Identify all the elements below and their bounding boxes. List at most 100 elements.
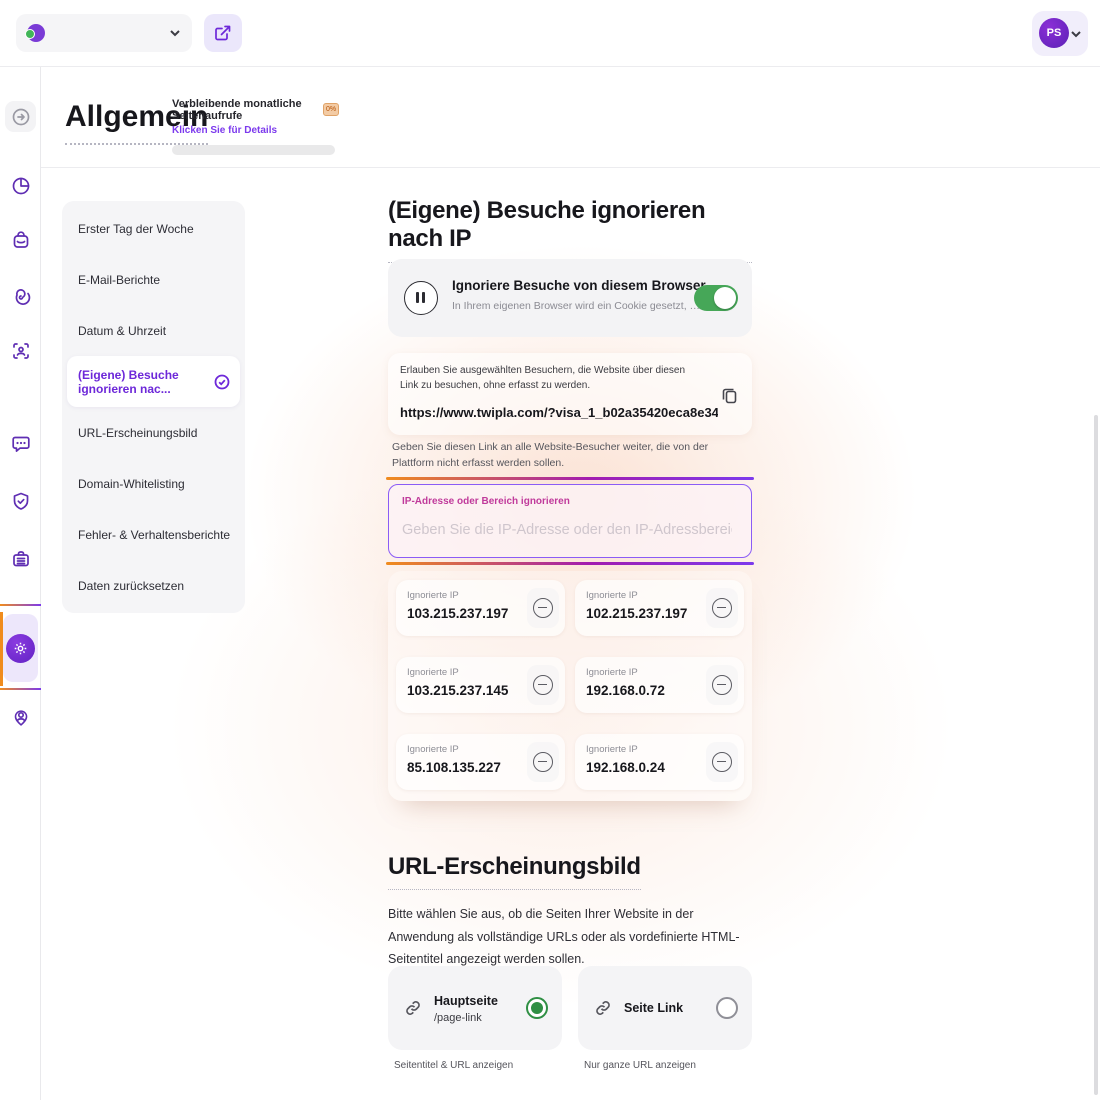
sidebar-item-label: URL-Erscheinungsbild [78,425,198,440]
spiral-icon[interactable] [5,280,36,311]
settings-content: (Eigene) Besuche ignorieren nach IP Igno… [386,67,754,1100]
ignored-ip-card: Ignorierte IP 103.215.237.197 [396,580,565,636]
remove-ip-button[interactable] [527,742,559,782]
pageviews-details-link[interactable]: Klicken Sie für Details [172,125,278,136]
sidebar-item-label: Daten zurücksetzen [78,578,185,593]
settings-nav: Erster Tag der Woche E-Mail-Berichte Dat… [62,201,245,613]
open-website-button[interactable] [204,14,242,52]
pause-icon [404,281,438,315]
sidebar-item-label: E-Mail-Berichte [78,272,161,287]
link-icon [596,1001,610,1015]
copy-icon [722,388,737,404]
bypass-link-card: Erlauben Sie ausgewählten Besuchern, die… [388,353,752,435]
pageviews-quota: Verbleibende monatliche Seitenaufrufe Kl… [172,98,347,155]
gradient-divider [386,562,754,565]
bypass-link-description: Erlauben Sie ausgewählten Besuchern, die… [400,365,685,391]
website-selector-dropdown[interactable] [16,14,192,52]
ignored-ip-label: Ignorierte IP [586,667,638,678]
avatar: PS [1039,18,1069,48]
copy-link-button[interactable] [716,381,744,409]
chevron-down-icon [170,30,180,37]
bypass-link-url: https://www.twipla.com/?visa_1_b02a35420… [400,405,718,420]
ignored-ip-label: Ignorierte IP [586,744,638,755]
launch-icon[interactable] [5,101,36,132]
account-menu[interactable]: PS [1032,11,1088,56]
sidebar-item[interactable]: (Eigene) Besuche ignorieren nac... [67,356,240,407]
ignored-ip-card: Ignorierte IP 103.215.237.145 [396,657,565,713]
sidebar-item[interactable]: Domain-Whitelisting [62,458,245,509]
ignore-browser-description: In Ihrem eigenen Browser wird ein Cookie… [452,300,702,312]
sidebar-item[interactable]: URL-Erscheinungsbild [62,407,245,458]
url-option-page-link: Seite Link Nur ganze URL anzeigen [578,966,752,1071]
minus-circle-icon [712,598,732,618]
top-bar: PS [0,0,1100,67]
ip-input-label: IP-Adresse oder Bereich ignorieren [402,496,570,507]
focus-icon[interactable] [5,335,36,366]
option-caption: Nur ganze URL anzeigen [584,1060,696,1071]
url-appearance-description: Bitte wählen Sie aus, ob die Seiten Ihre… [388,907,740,966]
ignored-ip-label: Ignorierte IP [586,590,638,601]
url-option-card[interactable]: Seite Link [578,966,752,1050]
active-section-divider [0,688,41,690]
header-divider [41,167,1100,168]
sidebar-item[interactable]: Fehler- & Verhaltensberichte [62,509,245,560]
minus-circle-icon [533,598,553,618]
chat-icon[interactable] [5,428,36,459]
section-title-ignore-ip: (Eigene) Besuche ignorieren nach IP [388,197,752,263]
bypass-link-hint: Geben Sie diesen Link an alle Website-Be… [392,441,709,470]
sidebar-item-label: Datum & Uhrzeit [78,323,167,338]
link-icon [406,1001,420,1015]
remove-ip-button[interactable] [706,742,738,782]
radio-selected[interactable] [526,997,548,1019]
person-pin-icon[interactable] [5,702,36,733]
option-caption: Seitentitel & URL anzeigen [394,1060,514,1071]
ignored-ip-value: 103.215.237.145 [407,683,509,698]
minus-circle-icon [533,752,553,772]
gear-icon [6,633,35,663]
active-section-marker [0,612,3,686]
ignore-browser-toggle[interactable] [694,285,738,311]
ignored-ip-label: Ignorierte IP [407,667,459,678]
module-rail [0,67,41,1100]
sidebar-item-label: Domain-Whitelisting [78,476,185,491]
remove-ip-button[interactable] [706,665,738,705]
sidebar-item-label: (Eigene) Besuche ignorieren nac... [78,367,179,396]
option-subtitle: /page-link [434,1012,482,1024]
ignored-ip-value: 85.108.135.227 [407,760,501,775]
radio-unselected[interactable] [716,997,738,1019]
pageviews-progress-bar [172,145,335,155]
section-title-url-appearance: URL-Erscheinungsbild [388,853,641,890]
inbox-icon[interactable] [5,225,36,256]
briefcase-icon[interactable] [5,543,36,574]
ignored-ip-grid: Ignorierte IP 103.215.237.197 Ignorierte… [396,580,744,790]
shield-check-icon[interactable] [5,485,36,516]
minus-circle-icon [712,675,732,695]
minus-circle-icon [533,675,553,695]
ignored-ip-panel: Ignorierte IP 103.215.237.197 Ignorierte… [388,571,752,801]
scrollbar-thumb[interactable] [1094,415,1098,1095]
option-title: Hauptseite [434,994,498,1008]
settings-rail-item[interactable] [3,614,38,682]
ignored-ip-value: 192.168.0.24 [586,760,665,775]
url-option-main-page: Hauptseite /page-link Seitentitel & URL … [388,966,562,1071]
ignored-ip-value: 192.168.0.72 [586,683,665,698]
remove-ip-button[interactable] [527,665,559,705]
url-option-card[interactable]: Hauptseite /page-link [388,966,562,1050]
ip-input[interactable] [402,515,732,545]
check-circle-icon [214,374,230,389]
remove-ip-button[interactable] [527,588,559,628]
remove-ip-button[interactable] [706,588,738,628]
active-section-divider [0,604,41,606]
main-area: Allgemein Verbleibende monatliche Seiten… [41,67,1100,1100]
minus-circle-icon [712,752,732,772]
sidebar-item[interactable]: Erster Tag der Woche [62,203,245,254]
sidebar-item[interactable]: Daten zurücksetzen [62,560,245,611]
pie-chart-icon[interactable] [5,170,36,201]
sidebar-item[interactable]: E-Mail-Berichte [62,254,245,305]
external-link-icon [215,25,231,41]
ignore-browser-card: Ignoriere Besuche von diesem Browser In … [388,259,752,337]
sidebar-item-label: Erster Tag der Woche [78,221,194,236]
sidebar-item[interactable]: Datum & Uhrzeit [62,305,245,356]
ip-input-box: IP-Adresse oder Bereich ignorieren [388,484,752,558]
pageviews-quota-badge: 0% [323,103,340,116]
